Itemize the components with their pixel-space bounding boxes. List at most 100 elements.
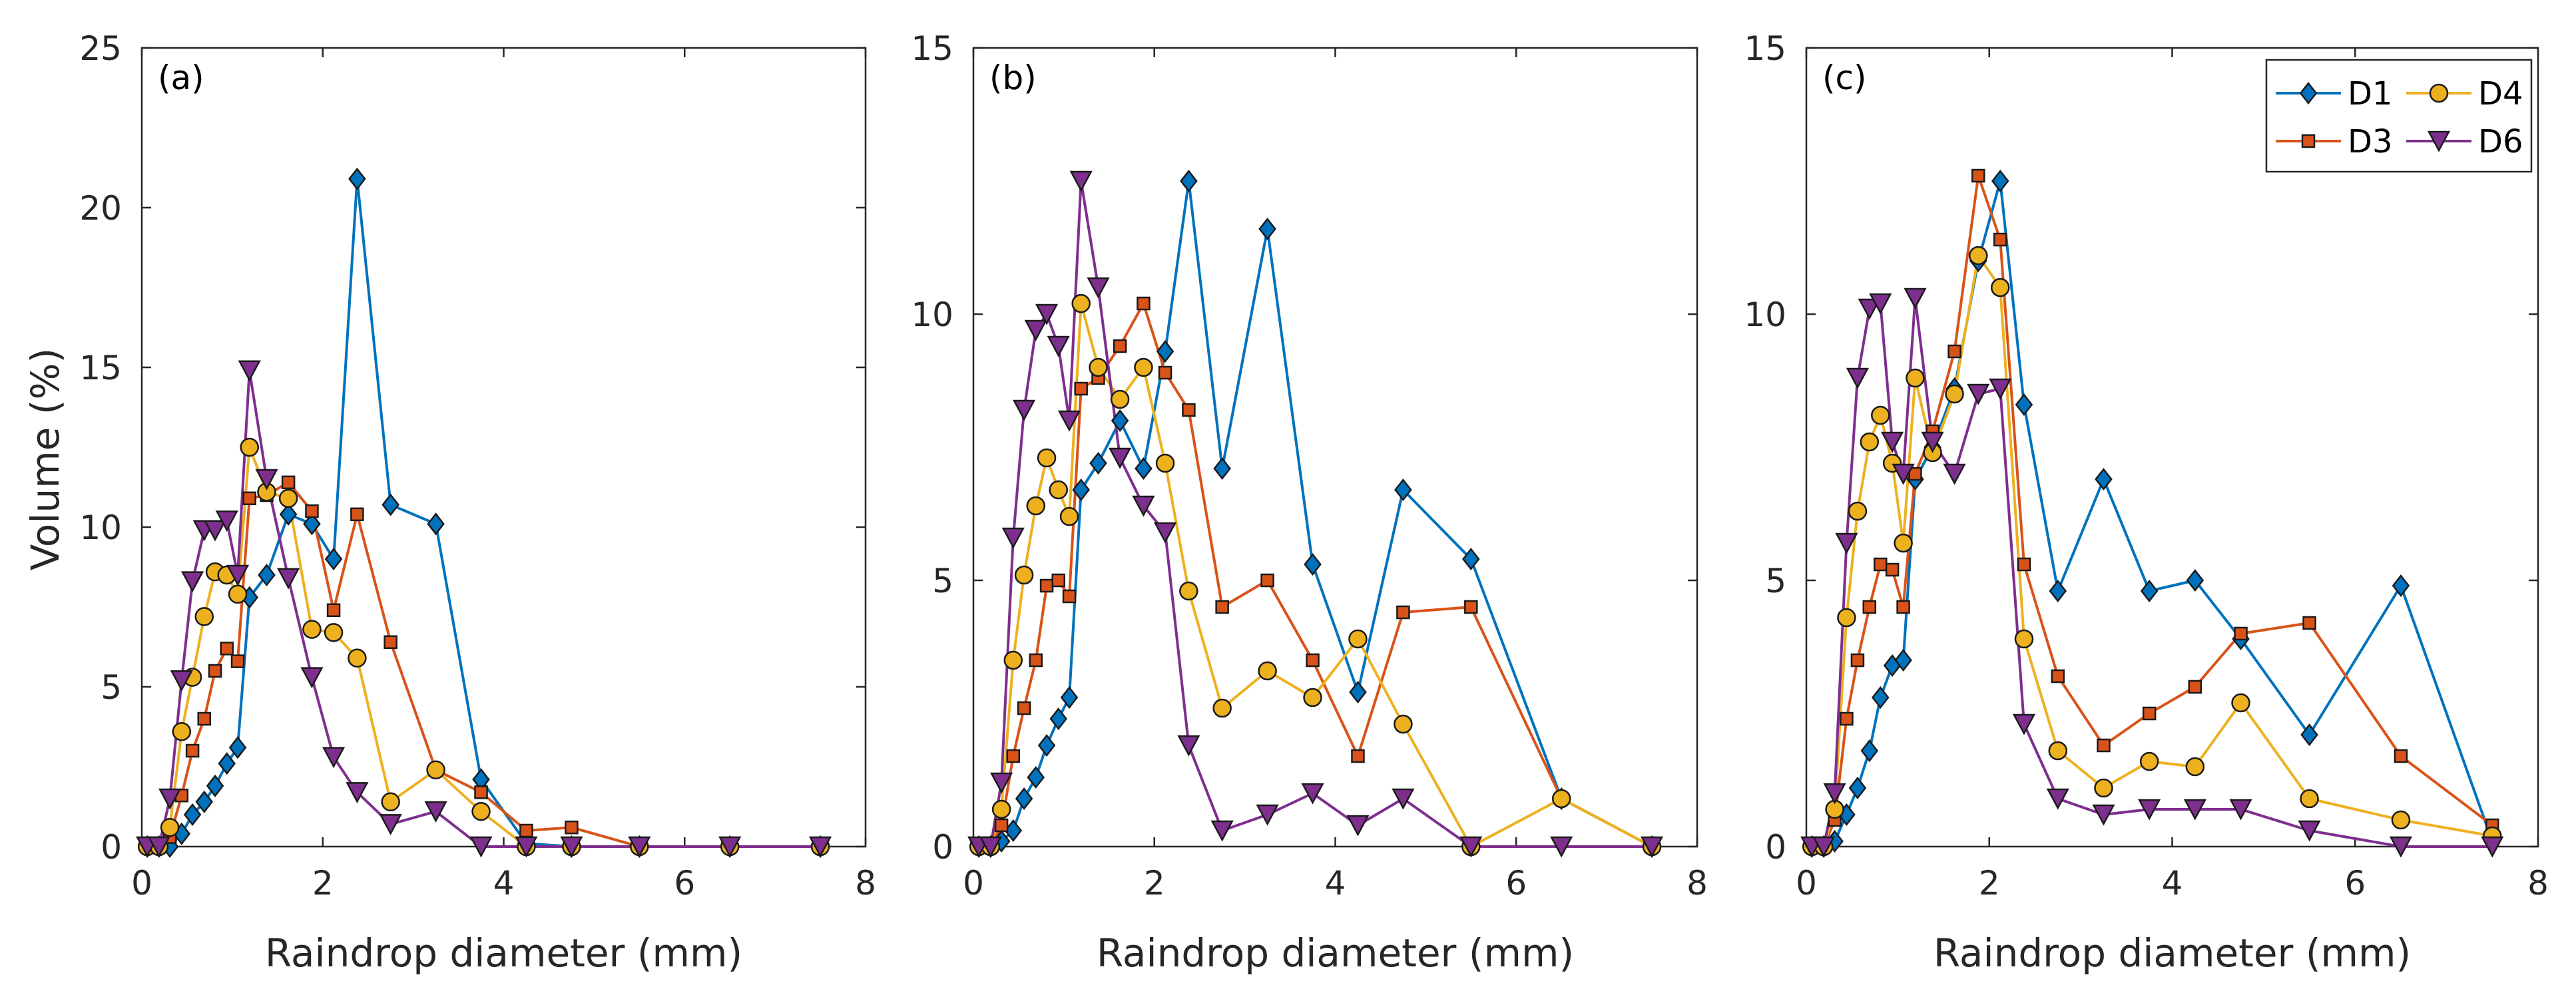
data-point-d1 — [1991, 169, 2009, 193]
data-point-d6 — [469, 836, 493, 858]
x-tick-label: 8 — [855, 864, 876, 902]
data-point-d3 — [1074, 381, 1088, 396]
data-point-d6 — [1047, 335, 1070, 357]
data-point-d1 — [1871, 686, 1890, 709]
data-point-d3 — [1158, 365, 1172, 380]
data-point-d6 — [322, 747, 346, 769]
x-tick-label: 8 — [2527, 864, 2549, 902]
data-point-d6 — [1087, 277, 1110, 299]
data-point-d3 — [1396, 605, 1410, 620]
data-point-d6 — [1881, 431, 1904, 453]
data-point-d4 — [1037, 448, 1057, 468]
data-point-d3 — [1464, 600, 1478, 614]
data-point-d4 — [2139, 751, 2159, 771]
data-point-d4 — [1348, 629, 1368, 649]
data-point-d1 — [228, 736, 247, 759]
x-axis-label: Raindrop diameter (mm) — [1097, 930, 1574, 976]
data-point-d3 — [350, 507, 364, 522]
data-point-d4 — [471, 801, 491, 821]
data-point-d1 — [1156, 339, 1174, 363]
data-point-d6 — [1256, 804, 1279, 826]
data-point-d6 — [1892, 463, 1915, 485]
data-point-d6 — [277, 568, 300, 590]
data-point-d4 — [1945, 384, 1964, 404]
data-point-d4 — [1969, 246, 1988, 266]
data-point-d4 — [426, 760, 445, 780]
data-point-d3 — [2394, 749, 2408, 763]
data-point-d3 — [1062, 589, 1077, 604]
y-tick-label: 0 — [932, 828, 953, 867]
y-tick-label: 25 — [79, 29, 122, 68]
data-point-d1 — [183, 803, 202, 827]
data-point-d6 — [1967, 383, 1990, 405]
y-tick-label: 15 — [1744, 29, 1786, 68]
data-point-d6 — [2481, 836, 2504, 858]
data-point-d3 — [1971, 168, 1985, 183]
data-point-d4 — [1049, 480, 1068, 500]
data-point-d1 — [206, 774, 224, 797]
data-point-d3 — [2302, 616, 2316, 630]
data-point-d3 — [2188, 680, 2202, 694]
data-point-d3 — [1885, 562, 1900, 577]
data-point-d6 — [1057, 410, 1081, 432]
y-tick-label: 20 — [79, 189, 122, 228]
data-point-d3 — [1215, 600, 1229, 614]
data-point-d6 — [1301, 783, 1324, 805]
data-point-d3 — [1850, 653, 1865, 668]
data-point-d4 — [1258, 661, 1277, 681]
y-tick-label: 15 — [911, 29, 953, 68]
data-point-d1 — [1135, 457, 1153, 481]
data-point-d4 — [1303, 688, 1322, 707]
data-point-d6 — [147, 836, 170, 858]
data-point-d3 — [519, 823, 533, 838]
data-point-d6 — [560, 836, 583, 858]
data-point-d6 — [2298, 820, 2321, 842]
data-point-d6 — [1069, 170, 1093, 192]
x-axis-label: Raindrop diameter (mm) — [265, 930, 742, 976]
y-tick-label: 15 — [79, 349, 122, 387]
data-point-d3 — [2017, 557, 2031, 572]
data-point-d3 — [281, 475, 296, 490]
data-point-d6 — [1035, 303, 1059, 325]
data-point-d3 — [1874, 557, 1888, 572]
data-point-d6 — [2389, 836, 2413, 858]
data-point-d1 — [1304, 552, 1322, 576]
data-point-d6 — [1904, 288, 1927, 309]
data-point-d1 — [2140, 579, 2159, 603]
data-point-d4 — [2391, 810, 2411, 830]
data-point-d6 — [1153, 522, 1177, 544]
data-point-d6 — [1177, 735, 1200, 757]
data-point-d1 — [2300, 723, 2318, 747]
data-point-d4 — [991, 799, 1011, 819]
data-point-d4 — [1134, 357, 1153, 377]
data-point-d6 — [1392, 788, 1415, 810]
data-point-d6 — [300, 667, 324, 689]
data-point-d1 — [1894, 648, 1912, 672]
data-point-d6 — [2012, 713, 2036, 735]
data-point-d4 — [1837, 608, 1856, 628]
data-point-d6 — [718, 836, 742, 858]
data-point-d1 — [1049, 707, 1068, 731]
data-point-d1 — [1860, 739, 1879, 763]
x-tick-label: 4 — [2162, 864, 2183, 902]
data-point-d3 — [2142, 706, 2157, 721]
data-point-d1 — [2095, 467, 2113, 491]
y-tick-label: 0 — [1765, 828, 1786, 867]
data-point-d6 — [1812, 836, 1836, 858]
data-point-d3 — [1182, 403, 1196, 417]
y-axis-label: Volume (%) — [23, 348, 68, 571]
legend: D1 D4 D3 D6 — [2265, 59, 2533, 173]
data-point-d6 — [2092, 804, 2115, 826]
panel-label: (a) — [158, 59, 204, 97]
data-point-d6 — [1210, 820, 1234, 842]
y-tick-label: 10 — [79, 508, 122, 547]
data-point-d3 — [208, 664, 222, 678]
data-point-d6 — [808, 836, 832, 858]
legend-label-d1: D1 — [2348, 75, 2393, 112]
data-point-d4 — [1003, 650, 1023, 670]
data-point-d3 — [1029, 653, 1043, 668]
data-point-d3 — [1351, 749, 1365, 763]
data-point-d3 — [384, 635, 397, 650]
data-point-d1 — [324, 547, 343, 571]
